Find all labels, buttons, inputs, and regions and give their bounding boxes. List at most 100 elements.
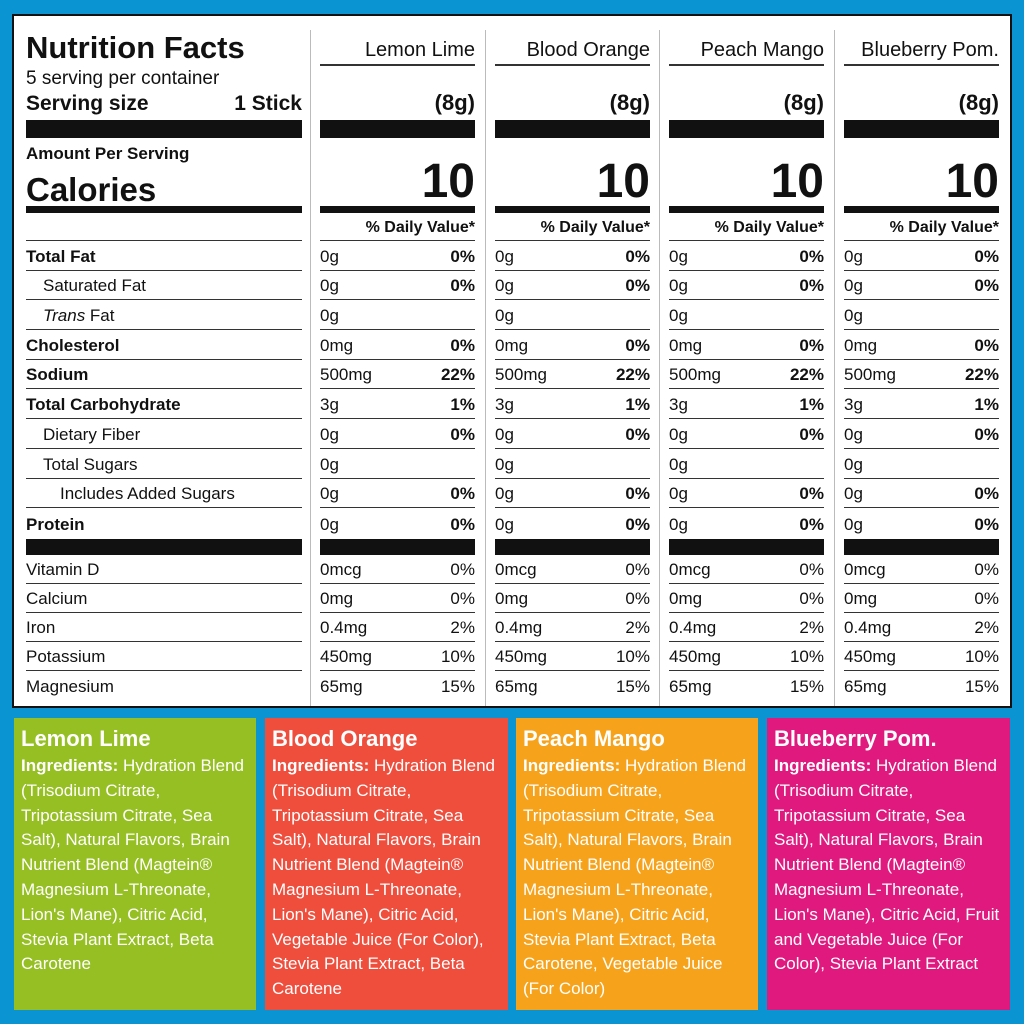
medium-divider (495, 206, 650, 213)
calories-label: Calories (26, 171, 157, 208)
micronutrient-percent: 10% (789, 646, 824, 666)
nutrient-percent: 22% (615, 365, 650, 385)
nutrient-value-row: 0mg 0% (844, 330, 999, 360)
ingredients-list: Hydration Blend (Trisodium Citrate, Trip… (272, 756, 495, 999)
nutrient-value-row: 0mg 0% (320, 330, 475, 360)
nutrient-amount: 0g (669, 246, 688, 266)
serving-size-label: Serving size (26, 92, 149, 115)
nutrient-percent: 0% (450, 246, 475, 266)
nutrient-amount: 500mg (495, 365, 547, 385)
nutrient-value-row: 0g 0% (495, 479, 650, 509)
nutrient-percent: 1% (974, 395, 999, 415)
serving-weight: (8g) (783, 90, 824, 115)
nutrient-amount: 0g (669, 514, 688, 534)
micronutrient-label-row: Iron (26, 613, 302, 642)
nutrient-value-row: 0g (844, 300, 999, 331)
thick-divider (26, 120, 302, 138)
nutrient-amount: 0g (669, 454, 688, 474)
nutrient-value-row: 0g 0% (669, 271, 824, 301)
nutrient-amount: 0g (320, 276, 339, 296)
column-separator (310, 30, 311, 706)
micronutrient-amount: 65mg (844, 676, 887, 696)
nutrient-percent: 0% (974, 335, 999, 355)
nutrient-amount: 0g (669, 276, 688, 296)
nutrient-label: Cholesterol (26, 336, 120, 356)
nutrient-value-row: 0g (844, 449, 999, 479)
nutrient-amount: 500mg (669, 365, 721, 385)
ingredients-flavor-title: Lemon Lime (21, 726, 151, 751)
nutrient-name: Total Carbohydrate (26, 395, 181, 415)
nutrient-percent: 22% (789, 365, 824, 385)
micronutrient-percent: 2% (450, 617, 475, 637)
nutrient-label-row: Cholesterol (26, 330, 302, 360)
nutrient-value-row: 0g (669, 449, 824, 479)
nutrient-amount: 3g (495, 395, 514, 415)
calories-value: 10 (945, 155, 999, 208)
nutrient-value-row: 0g (320, 449, 475, 479)
micronutrient-value-row: 0mg 0% (320, 584, 475, 613)
flavor-column: Blueberry Pom. (8g) 10% Daily Value* 0g 0% 0g… (844, 30, 999, 700)
spacer (320, 66, 475, 90)
nutrient-value-row: 3g 1% (669, 389, 824, 420)
nutrient-percent: 0% (625, 514, 650, 534)
micronutrient-percent: 15% (615, 676, 650, 696)
nutrient-percent: 1% (799, 395, 824, 415)
nutrient-value-row: 0g 0% (320, 241, 475, 271)
nutrient-label: Total Fat (26, 247, 96, 267)
nutrient-percent: 0% (625, 246, 650, 266)
nutrient-amount: 0g (844, 454, 863, 474)
nutrient-amount: 3g (669, 395, 688, 415)
ingredients-panel: Lemon Lime Ingredients: Hydration Blend (… (14, 718, 256, 1010)
micronutrient-value-row: 0mg 0% (669, 584, 824, 613)
micronutrient-amount: 0mg (844, 588, 878, 608)
nutrient-value-row: 0g 0% (844, 271, 999, 301)
micronutrient-percent: 0% (974, 588, 999, 608)
nutrient-amount: 0g (320, 454, 339, 474)
nutrient-value-row: 0mg 0% (669, 330, 824, 360)
thick-divider (495, 120, 650, 138)
thick-divider (495, 538, 650, 555)
nutrient-value-row: 0g 0% (669, 241, 824, 271)
micronutrient-percent: 15% (964, 676, 999, 696)
micronutrient-percent: 0% (450, 588, 475, 608)
nutrient-amount: 0g (844, 484, 863, 504)
ingredients-label: Ingredients: (523, 756, 621, 775)
micronutrient-amount: 0.4mg (669, 617, 717, 637)
ingredients-flavor-title: Peach Mango (523, 726, 665, 751)
thick-divider (320, 120, 475, 138)
nutrient-label-row: Total Carbohydrate (26, 389, 302, 420)
micronutrient-value-row: 0mcg 0% (495, 555, 650, 584)
nutrient-amount: 0g (320, 306, 339, 326)
daily-value-header: % Daily Value* (320, 213, 475, 241)
micronutrient-percent: 0% (799, 588, 824, 608)
nutrient-value-row: 0g 0% (669, 508, 824, 538)
nutrition-facts-panel: Nutrition Facts 5 serving per container Se… (12, 14, 1012, 708)
micronutrient-value-row: 65mg 15% (495, 671, 650, 700)
nutrient-value-row: 500mg 22% (495, 360, 650, 390)
nutrient-value-row: 0g 0% (495, 271, 650, 301)
amount-per-serving: Amount Per Serving (26, 144, 190, 163)
serving-size-row: Serving size 1 Stick (26, 90, 302, 118)
daily-value-spacer (26, 213, 302, 241)
micronutrient-amount: 0mcg (844, 559, 886, 579)
micronutrient-percent: 0% (625, 588, 650, 608)
servings-per-container: 5 serving per container (26, 68, 220, 89)
nutrient-percent: 0% (625, 335, 650, 355)
ingredients-text: Ingredients: Hydration Blend (Trisodium … (21, 754, 249, 977)
nutrient-name: Protein (26, 514, 85, 534)
nutrient-label-row: Sodium (26, 360, 302, 390)
micronutrient-value-row: 0mcg 0% (669, 555, 824, 584)
nutrient-amount: 0g (844, 424, 863, 444)
nutrient-amount: 0g (320, 514, 339, 534)
nutrient-label-row: Protein (26, 508, 302, 538)
ingredients-flavor-title: Blueberry Pom. (774, 726, 937, 751)
nutrient-percent: 0% (799, 276, 824, 296)
nutrient-percent: 22% (440, 365, 475, 385)
micronutrient-name: Magnesium (26, 676, 114, 696)
nutrient-value-row: 0g 0% (495, 241, 650, 271)
nutrient-label: Total Sugars (26, 455, 138, 475)
nutrient-name: Trans (43, 306, 86, 326)
nutrient-value-row: 0g 0% (844, 508, 999, 538)
thick-divider (669, 538, 824, 555)
nutrient-amount: 0mg (320, 335, 354, 355)
